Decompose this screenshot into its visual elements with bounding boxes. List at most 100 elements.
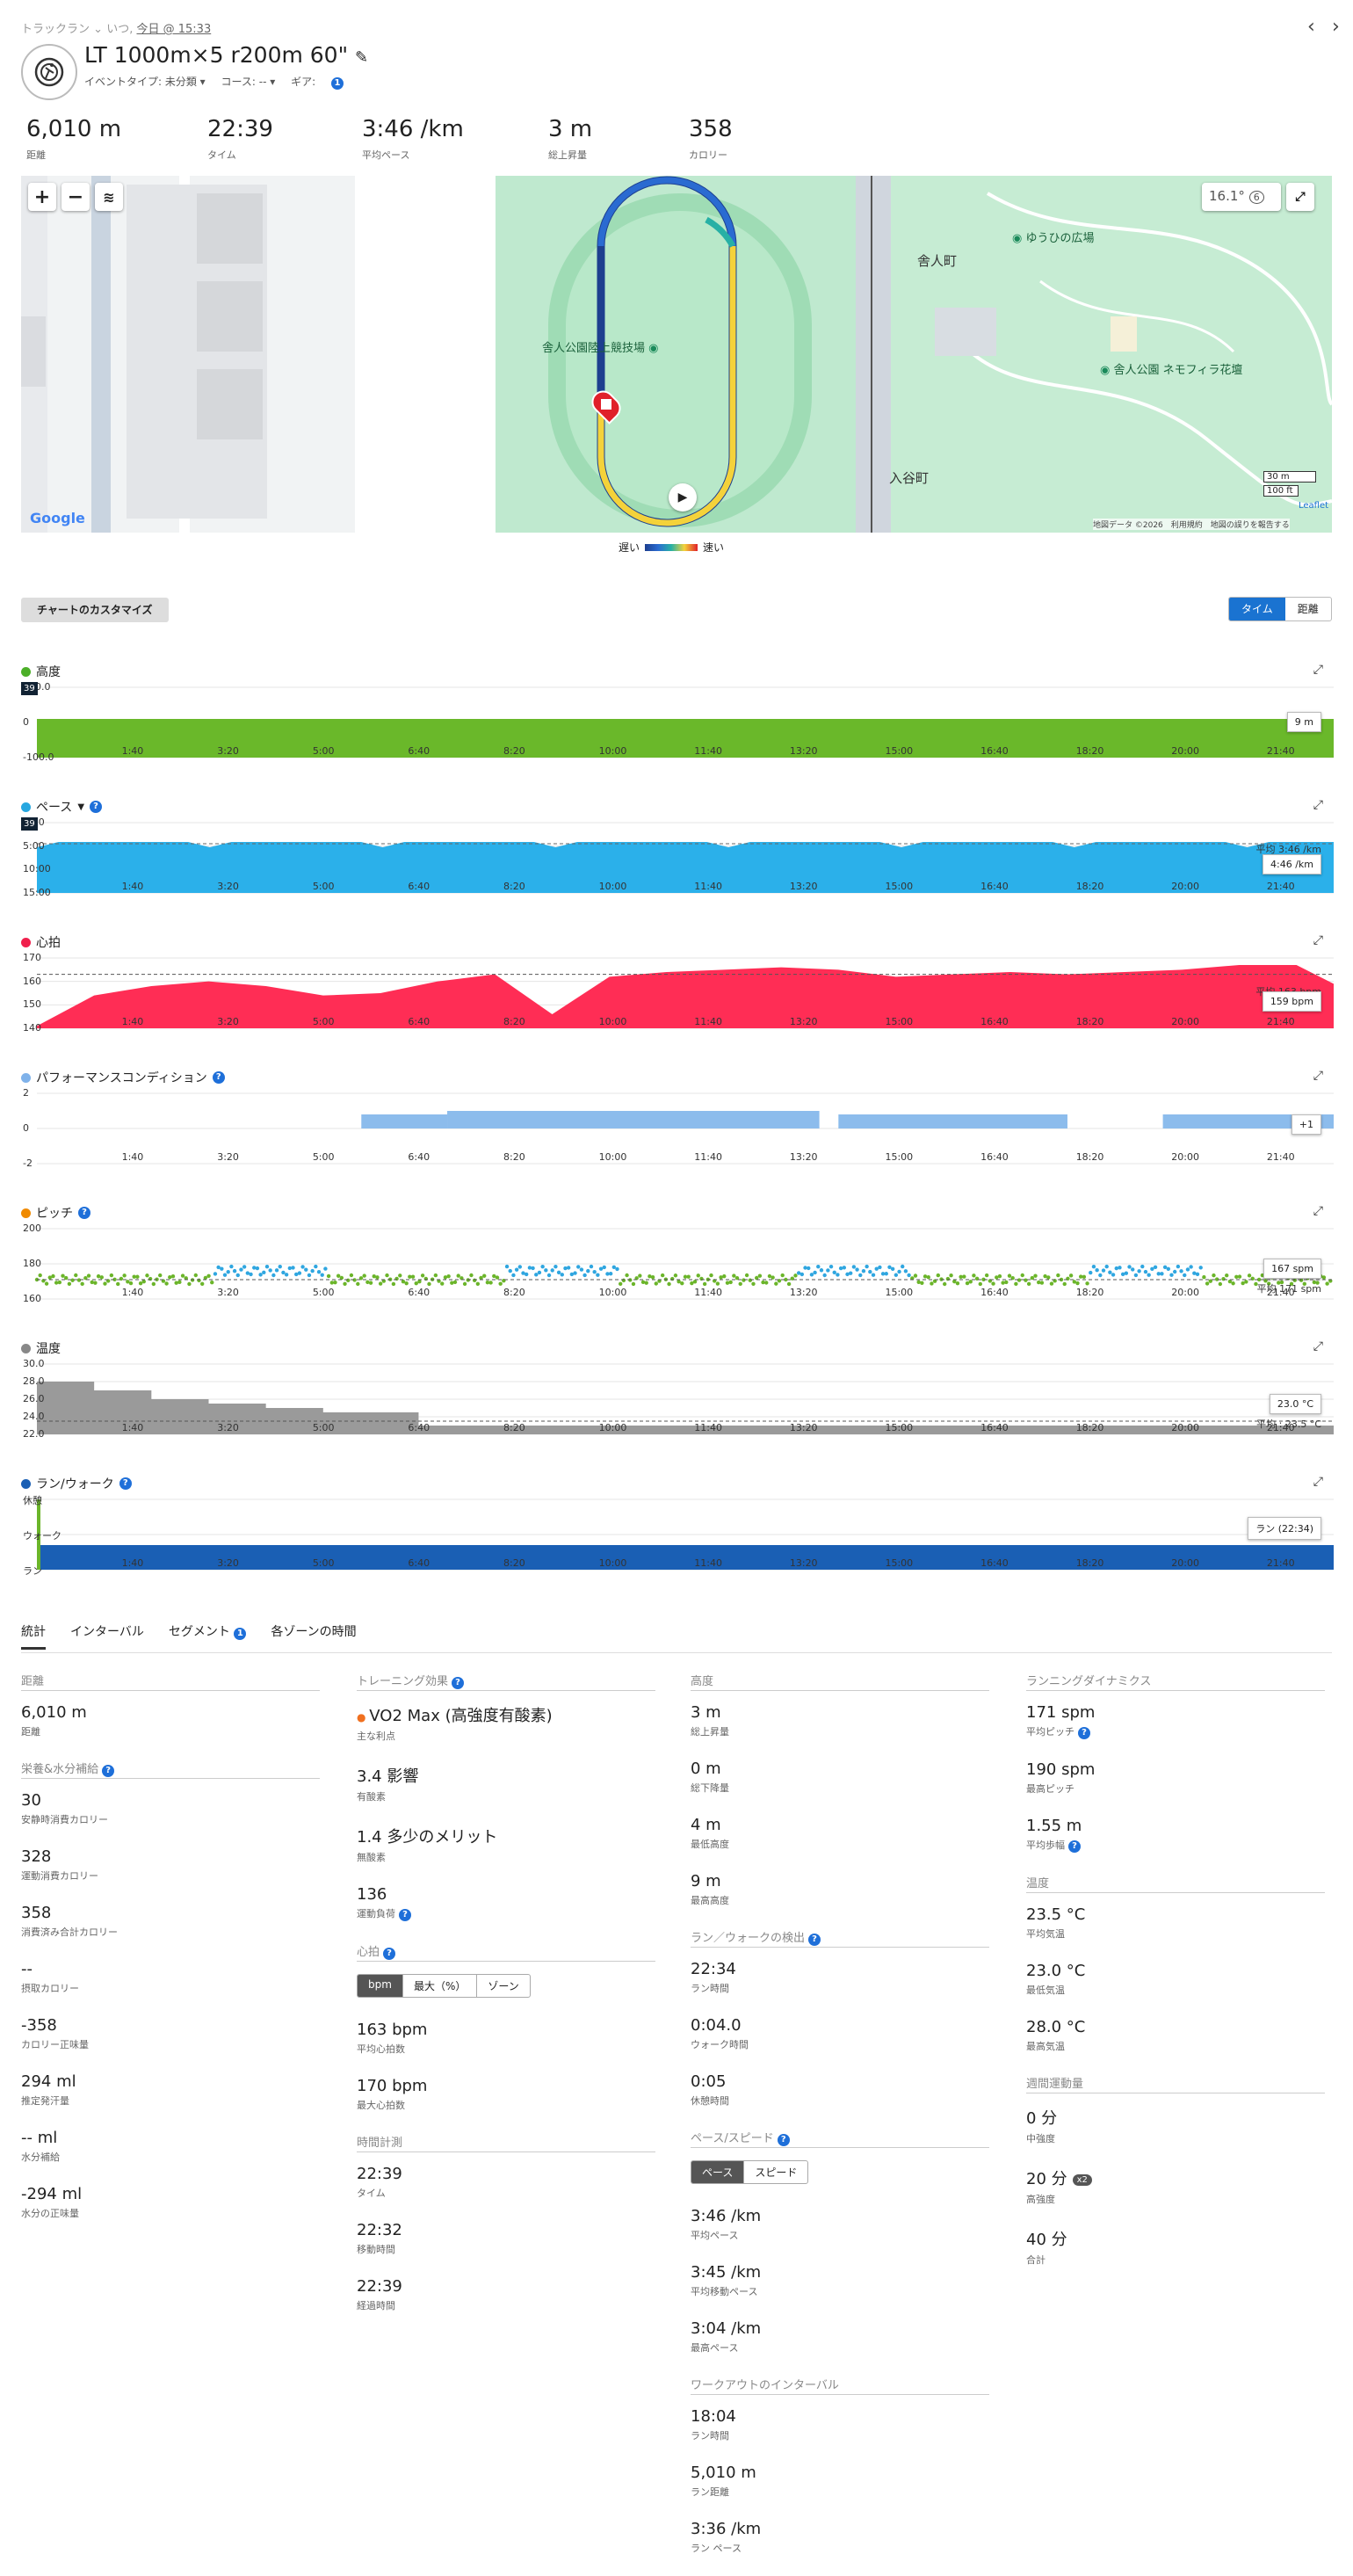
hr-unit-toggle-option[interactable]: ゾーン [488, 1980, 519, 1992]
fullscreen-icon[interactable]: ⤢ [1286, 183, 1314, 211]
activity-title[interactable]: LT 1000m×5 r200m 60" ✎ [84, 42, 368, 68]
hover-tooltip: ラン (22:34) [1248, 1517, 1321, 1540]
cadence-point [608, 1271, 613, 1276]
play-route-button[interactable]: ▶ [669, 483, 697, 512]
help-icon[interactable]: ? [777, 2134, 790, 2146]
chart-plot[interactable] [21, 1069, 1334, 1174]
help-icon[interactable]: ? [102, 1765, 115, 1777]
help-icon[interactable]: ? [399, 1909, 411, 1921]
cadence-point [1120, 1272, 1125, 1277]
leaflet-link[interactable]: Leaflet [1299, 501, 1329, 511]
cadence-point [1156, 1272, 1161, 1276]
x-tick-label: 3:20 [217, 1151, 239, 1163]
zoom-in-button[interactable]: + [28, 183, 56, 211]
cadence-point [329, 1281, 334, 1285]
x-axis-toggle[interactable]: タイム 距離 [1228, 597, 1332, 621]
hr-unit-toggle[interactable]: bpm 最大（%） ゾーン [357, 1974, 531, 1998]
x-axis-distance-button[interactable]: 距離 [1297, 603, 1319, 615]
chevron-down-icon[interactable]: ▼ [77, 802, 85, 812]
cadence-point [417, 1280, 422, 1284]
activity-datetime[interactable]: 今日 @ 15:33 [136, 23, 212, 36]
chevron-down-icon[interactable]: ⌄ [93, 23, 104, 36]
course-select[interactable]: コース: -- ▾ [221, 76, 276, 88]
pencil-icon[interactable]: ✎ [355, 48, 369, 67]
expand-icon[interactable]: ⤢ [1313, 798, 1323, 812]
help-icon[interactable]: ? [808, 1934, 821, 1946]
chart-plot[interactable] [21, 933, 1334, 1039]
tab-segments[interactable]: セグメント 1 [168, 1622, 247, 1650]
pace-unit-toggle-option[interactable]: ペース [691, 2161, 745, 2183]
stat-label: 最高ピッチ [1026, 1781, 1325, 1796]
cadence-point [1004, 1280, 1009, 1285]
chart-plot[interactable] [21, 1339, 1334, 1445]
expand-icon[interactable]: ⤢ [1313, 1475, 1323, 1489]
expand-icon[interactable]: ⤢ [1313, 1339, 1323, 1353]
x-tick-label: 13:20 [789, 1422, 818, 1433]
route-map[interactable]: ▶ + − ≋ 16.1° 6 ⤢ 舎人公園陸上競技場 ◉ 舎人町 入谷町 ◉ … [21, 176, 1332, 533]
map-attribution[interactable]: 地図データ ©2026 利用規約 地図の誤りを報告する [1093, 519, 1290, 530]
stat-label: 推定発汗量 [21, 2093, 320, 2108]
expand-icon[interactable]: ⤢ [1313, 1069, 1323, 1083]
stat-label: 最高ペース [691, 2340, 989, 2355]
cadence-point [38, 1273, 42, 1278]
pace-unit-toggle[interactable]: ペース スピード [691, 2160, 809, 2184]
help-icon[interactable]: ? [1068, 1840, 1081, 1853]
x-axis-time-button[interactable]: タイム [1229, 598, 1285, 620]
help-icon[interactable]: ? [90, 801, 103, 813]
event-type-select[interactable]: イベントタイプ: 未分類 ▾ [84, 76, 206, 88]
x-tick-label: 16:40 [980, 881, 1009, 892]
chart-plot[interactable] [21, 1204, 1334, 1310]
section-title-text: 高度 [691, 1675, 714, 1688]
gear-link[interactable]: ギア: 1 [291, 76, 356, 90]
cadence-point [148, 1276, 153, 1281]
chart-plot[interactable] [21, 663, 1334, 768]
help-icon[interactable]: ? [383, 1948, 396, 1960]
help-icon[interactable]: ? [212, 1071, 225, 1084]
tab-stats[interactable]: 統計 [21, 1622, 46, 1650]
cadence-point [168, 1275, 172, 1280]
prev-activity-icon[interactable]: ‹ [1307, 16, 1315, 38]
cadence-point [771, 1275, 775, 1280]
stat-label-text: 平均気温 [1026, 1928, 1065, 1940]
cadence-point [968, 1280, 973, 1284]
plaza-name: ゆうひの広場 [1025, 232, 1095, 245]
cadence-point [271, 1273, 276, 1278]
cadence-point [1118, 1266, 1122, 1270]
chart-plot[interactable] [21, 798, 1334, 903]
x-tick-label: 8:20 [503, 881, 525, 892]
help-icon[interactable]: ? [78, 1207, 90, 1219]
hr-unit-toggle-option[interactable]: 最大（%） [403, 1975, 478, 1997]
help-icon[interactable]: ? [1078, 1727, 1090, 1739]
help-icon[interactable]: ? [119, 1477, 132, 1490]
stat-value: -- [21, 1960, 320, 1978]
cadence-point [1062, 1281, 1067, 1287]
weather-widget[interactable]: 16.1° 6 [1202, 183, 1281, 211]
layers-icon[interactable]: ≋ [95, 183, 123, 211]
hr-unit-toggle-option[interactable]: bpm [358, 1975, 403, 1997]
cadence-point [446, 1273, 451, 1279]
y-tick-label: 5:00 [23, 839, 45, 852]
help-icon[interactable]: ? [452, 1677, 465, 1689]
tab-intervals[interactable]: インターバル [70, 1625, 144, 1639]
expand-icon[interactable]: ⤢ [1313, 933, 1323, 947]
tab-segments-label: セグメント [168, 1625, 230, 1639]
stat-label-text: カロリー正味量 [21, 2039, 89, 2050]
customize-chart-button[interactable]: チャートのカスタマイズ [21, 598, 169, 622]
summary-pace: 3:46 /km [362, 116, 464, 142]
cadence-point [161, 1279, 166, 1283]
expand-icon[interactable]: ⤢ [1313, 1204, 1323, 1218]
breadcrumb-type[interactable]: トラックラン [21, 23, 90, 36]
chart-plot[interactable] [21, 1475, 1334, 1580]
x-tick-label: 15:00 [885, 1151, 914, 1163]
next-activity-icon[interactable]: › [1332, 16, 1340, 38]
cadence-point [1072, 1280, 1077, 1284]
section-title: 距離 [21, 1672, 320, 1691]
expand-icon[interactable]: ⤢ [1313, 663, 1323, 677]
cadence-point [563, 1266, 568, 1271]
zoom-out-button[interactable]: − [62, 183, 90, 211]
cadence-point [1321, 1275, 1327, 1280]
cadence-point [64, 1275, 69, 1281]
pace-unit-toggle-option[interactable]: スピード [755, 2166, 798, 2179]
tab-zones[interactable]: 各ゾーンの時間 [271, 1625, 357, 1639]
stat-value: 0 m [691, 1760, 989, 1778]
